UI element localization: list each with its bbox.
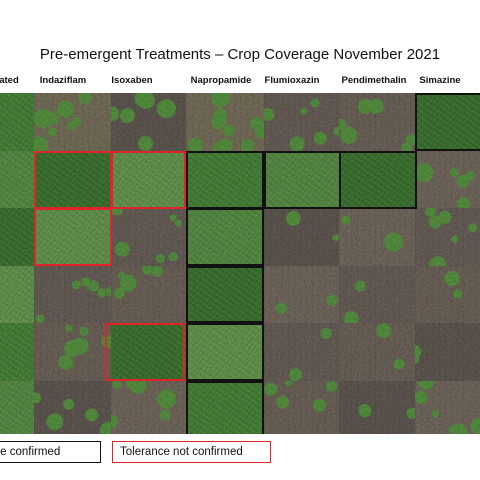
tolerance-confirmed-frame xyxy=(186,323,264,381)
plot-tile xyxy=(415,323,480,381)
plot-tile xyxy=(186,266,264,323)
plot-tile xyxy=(186,323,264,381)
figure-title: Pre-emergent Treatments – Crop Coverage … xyxy=(39,46,441,63)
column-label-isoxaben: Isoxaben xyxy=(111,75,153,86)
plot-tile xyxy=(415,266,480,323)
legend-tolerance-confirmed: nce confirmed xyxy=(0,441,101,463)
plot-tile xyxy=(111,151,186,208)
plot-tile xyxy=(339,208,415,266)
plot-tile xyxy=(339,93,415,151)
plot-tile xyxy=(0,266,34,323)
column-label-simazine: Simazine xyxy=(419,75,461,86)
plot-tile xyxy=(0,381,34,434)
plot-tile xyxy=(111,323,186,381)
plot-tile xyxy=(34,208,111,266)
tolerance-confirmed-frame xyxy=(186,208,264,266)
column-label-pendimethalin: Pendimethalin xyxy=(341,75,407,86)
plot-tile xyxy=(415,208,480,266)
plot-tile xyxy=(415,381,480,434)
tolerance-not-confirmed-frame xyxy=(111,151,186,209)
plot-tile xyxy=(34,266,111,323)
tolerance-not-confirmed-frame xyxy=(34,151,112,209)
plot-tile xyxy=(264,381,339,434)
plot-tile xyxy=(34,381,111,434)
plot-tile xyxy=(186,208,264,266)
plot-tile xyxy=(264,151,339,208)
plot-tile xyxy=(339,381,415,434)
column-label-untreated: ated xyxy=(0,75,19,86)
plot-tile xyxy=(186,381,264,434)
plot-tile xyxy=(0,208,34,266)
tolerance-confirmed-frame xyxy=(415,93,480,151)
tolerance-confirmed-frame xyxy=(339,151,417,209)
plot-tile xyxy=(264,266,339,323)
column-label-indaziflam: Indaziflam xyxy=(39,75,87,86)
tolerance-confirmed-frame xyxy=(264,151,341,209)
tolerance-confirmed-frame xyxy=(186,381,264,434)
plot-tile xyxy=(0,151,34,208)
tolerance-not-confirmed-frame xyxy=(34,208,112,266)
plot-tile xyxy=(34,151,111,208)
plot-tile xyxy=(111,93,186,151)
tolerance-not-confirmed-frame xyxy=(105,323,185,381)
plot-tile xyxy=(415,93,480,151)
plot-tile xyxy=(111,208,186,266)
plot-tile xyxy=(339,323,415,381)
tolerance-confirmed-frame xyxy=(186,266,264,323)
column-label-napropamide: Napropamide xyxy=(190,75,252,86)
plot-tile xyxy=(34,323,111,381)
plot-tile xyxy=(186,151,264,208)
plot-tile xyxy=(415,151,480,208)
plot-tile xyxy=(339,266,415,323)
plot-tile xyxy=(0,323,34,381)
legend-tolerance-not-confirmed: Tolerance not confirmed xyxy=(112,441,271,463)
plot-tile xyxy=(339,151,415,208)
plot-tile xyxy=(264,208,339,266)
tolerance-confirmed-frame xyxy=(186,151,264,209)
plot-tile xyxy=(264,323,339,381)
plot-tile xyxy=(34,93,111,151)
plot-tile xyxy=(264,93,339,151)
plot-tile xyxy=(0,93,34,151)
aerial-plot-photo xyxy=(0,93,480,434)
plot-tile xyxy=(111,381,186,434)
plot-tile xyxy=(111,266,186,323)
column-label-flumioxazin: Flumioxazin xyxy=(264,75,320,86)
plot-tile xyxy=(186,93,264,151)
